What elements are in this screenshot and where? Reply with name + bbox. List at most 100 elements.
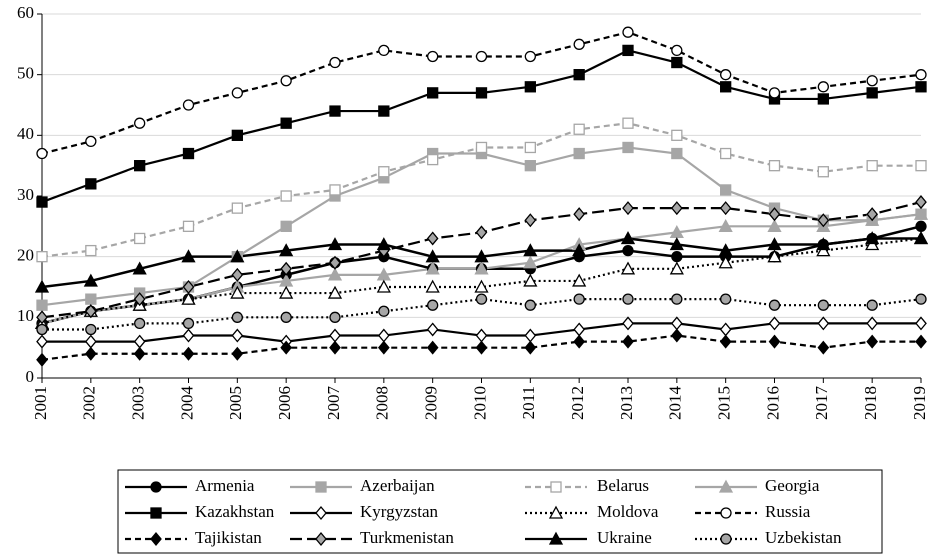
x-tick-label: 2007 xyxy=(324,386,343,421)
data-point xyxy=(915,293,927,305)
data-point xyxy=(182,99,195,111)
data-point xyxy=(670,316,683,331)
data-point xyxy=(329,255,341,270)
x-tick-label: 2016 xyxy=(763,386,782,420)
y-tick-label: 20 xyxy=(17,246,34,265)
data-point xyxy=(182,328,195,343)
data-point xyxy=(817,299,829,311)
data-point xyxy=(913,231,929,245)
data-point xyxy=(573,293,585,305)
data-point xyxy=(671,129,683,141)
data-point xyxy=(475,87,488,99)
data-point xyxy=(280,190,292,202)
data-point xyxy=(915,195,927,210)
data-point xyxy=(767,237,782,251)
legend-marker xyxy=(720,507,732,519)
data-point xyxy=(378,105,390,117)
data-point xyxy=(524,160,536,172)
data-point xyxy=(573,123,585,135)
data-point xyxy=(84,346,97,361)
data-point xyxy=(426,322,439,337)
data-point xyxy=(524,340,537,355)
data-point xyxy=(474,249,489,263)
data-point xyxy=(83,273,98,287)
x-tick-label: 2012 xyxy=(568,386,587,420)
data-point xyxy=(915,69,927,81)
data-point xyxy=(866,75,878,87)
data-point xyxy=(622,26,634,38)
data-point xyxy=(475,328,488,343)
data-point xyxy=(427,299,439,311)
data-point xyxy=(671,56,683,69)
data-point xyxy=(85,293,97,305)
data-point xyxy=(720,293,732,305)
legend-label: Georgia xyxy=(765,476,820,495)
data-point xyxy=(572,243,587,257)
data-point xyxy=(231,202,243,214)
data-point xyxy=(378,166,390,178)
legend-label: Russia xyxy=(765,502,811,521)
data-point xyxy=(573,207,586,222)
data-point xyxy=(915,334,927,349)
data-point xyxy=(329,340,341,355)
data-point xyxy=(768,299,781,311)
data-point xyxy=(573,38,585,50)
data-point xyxy=(475,141,488,154)
data-point xyxy=(182,279,195,295)
x-tick-label: 2002 xyxy=(80,386,99,420)
data-point xyxy=(377,328,390,343)
data-point xyxy=(425,249,440,263)
series-line xyxy=(41,225,922,325)
data-point xyxy=(669,261,684,275)
data-point xyxy=(671,251,683,263)
data-point xyxy=(133,334,146,349)
data-point xyxy=(620,261,636,275)
data-point xyxy=(280,117,292,129)
data-point xyxy=(36,147,48,160)
data-point xyxy=(768,87,781,99)
data-point xyxy=(36,334,48,349)
data-point xyxy=(280,261,293,276)
legend-marker xyxy=(550,481,562,493)
data-point xyxy=(182,147,195,160)
legend-label: Ukraine xyxy=(597,528,652,547)
data-point xyxy=(230,249,245,263)
data-point xyxy=(376,237,391,251)
data-point xyxy=(767,249,782,263)
data-point xyxy=(427,153,439,166)
data-point xyxy=(865,231,880,245)
data-point xyxy=(134,232,146,245)
legend-label: Kazakhstan xyxy=(195,502,275,521)
data-point xyxy=(524,81,536,93)
data-point xyxy=(669,237,684,251)
data-point xyxy=(376,279,391,293)
data-point xyxy=(915,160,927,172)
data-point xyxy=(36,310,48,325)
data-point xyxy=(573,322,586,337)
data-point xyxy=(378,44,390,57)
data-point xyxy=(279,243,294,257)
data-point xyxy=(622,201,634,216)
data-point xyxy=(720,147,732,160)
data-point xyxy=(622,316,634,331)
legend-label: Belarus xyxy=(597,476,649,495)
data-point xyxy=(84,334,97,349)
data-point xyxy=(622,117,634,129)
data-point xyxy=(817,81,829,93)
data-point xyxy=(231,267,244,282)
legend-marker xyxy=(315,505,327,521)
data-point xyxy=(182,346,195,361)
data-point xyxy=(866,334,879,349)
x-tick-label: 2011 xyxy=(519,386,538,419)
data-point xyxy=(327,237,343,251)
legend-marker xyxy=(150,531,162,547)
data-point xyxy=(718,255,733,269)
x-tick-label: 2017 xyxy=(812,386,831,421)
data-point xyxy=(425,279,440,293)
legend-marker xyxy=(150,481,162,493)
data-point xyxy=(36,196,48,208)
data-point xyxy=(85,323,97,336)
data-point xyxy=(524,328,537,343)
x-tick-label: 2004 xyxy=(177,386,196,421)
